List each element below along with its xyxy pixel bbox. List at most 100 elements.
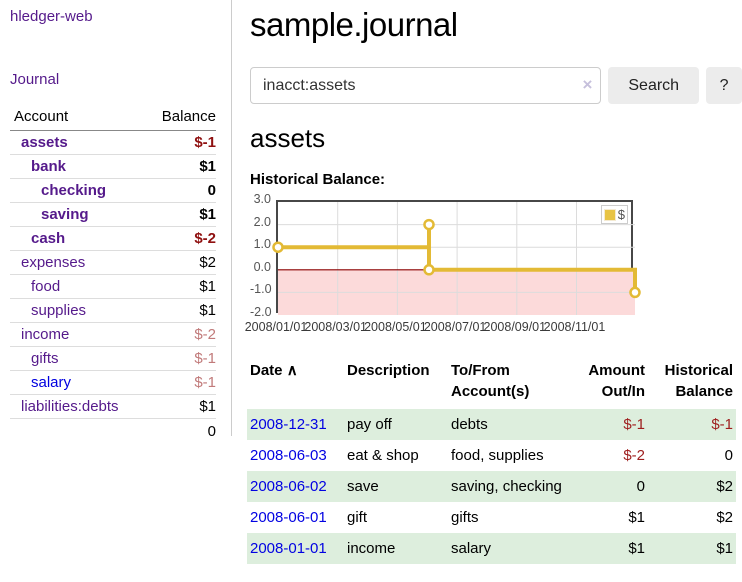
y-tick-label: -1.0 xyxy=(250,282,272,296)
account-link-salary[interactable]: salary xyxy=(31,374,72,391)
account-link-expenses[interactable]: expenses xyxy=(21,254,86,271)
account-link-food[interactable]: food xyxy=(31,278,61,295)
account-row-checking: checking 0 xyxy=(10,178,216,203)
account-balance: $-2 xyxy=(144,322,216,347)
register-header-description: Description xyxy=(347,362,430,379)
account-row-income: income $-2 xyxy=(10,322,216,347)
account-balance: $-1 xyxy=(144,346,216,371)
register-row: 2008-06-02 save saving, checking 0 $2 xyxy=(247,471,736,502)
transaction-amount: 0 xyxy=(636,478,645,495)
transaction-amount: $1 xyxy=(628,540,645,557)
register-row: 2008-06-03 eat & shop food, supplies $-2… xyxy=(247,440,736,471)
y-tick-label: -2.0 xyxy=(250,305,272,319)
transaction-accounts: gifts xyxy=(451,509,479,526)
register-header-date[interactable]: Date ∧ xyxy=(247,358,344,409)
accounts-total-value: 0 xyxy=(144,418,216,443)
account-row-assets: assets $-1 xyxy=(10,130,216,155)
account-link-supplies[interactable]: supplies xyxy=(31,302,87,319)
page-title: sample.journal xyxy=(250,6,458,43)
account-link-liabilities-debts[interactable]: liabilities:debts xyxy=(21,398,119,415)
data-point-markers xyxy=(272,218,641,299)
account-row-liabilities-debts: liabilities:debts $1 xyxy=(10,394,216,419)
transaction-date-link[interactable]: 2008-12-31 xyxy=(250,416,327,433)
sidebar-item-journal[interactable]: Journal xyxy=(10,71,60,88)
account-link-saving[interactable]: saving xyxy=(41,206,89,223)
x-tick-label: 2008/05/01 xyxy=(364,320,427,334)
account-link-bank[interactable]: bank xyxy=(31,158,67,175)
transaction-date-link[interactable]: 2008-01-01 xyxy=(250,540,327,557)
account-heading: assets xyxy=(250,123,326,153)
account-balance: $1 xyxy=(144,394,216,419)
accounts-header-balance: Balance xyxy=(144,105,216,131)
account-link-cash[interactable]: cash xyxy=(31,230,66,247)
account-row-cash: cash $-2 xyxy=(10,226,216,251)
chart-title: Historical Balance: xyxy=(250,171,386,188)
account-link-income[interactable]: income xyxy=(21,326,70,343)
transaction-accounts: salary xyxy=(451,540,492,557)
transaction-balance: $2 xyxy=(716,509,733,526)
transaction-date-link[interactable]: 2008-06-02 xyxy=(250,478,327,495)
account-link-assets[interactable]: assets xyxy=(21,134,68,151)
accounts-header-account: Account xyxy=(10,105,145,131)
account-link-checking[interactable]: checking xyxy=(41,182,107,199)
legend-swatch xyxy=(603,208,616,221)
transaction-description: pay off xyxy=(347,416,392,433)
transaction-accounts: debts xyxy=(451,416,488,433)
register-row: 2008-06-01 gift gifts $1 $2 xyxy=(247,502,736,533)
search-input[interactable] xyxy=(250,67,602,104)
account-row-food: food $1 xyxy=(10,274,216,299)
register-header-accounts: To/From Account(s) xyxy=(451,362,530,400)
sort-ascending-icon[interactable]: ∧ xyxy=(286,362,298,379)
account-balance: 0 xyxy=(144,178,216,203)
account-row-expenses: expenses $2 xyxy=(10,250,216,275)
transaction-balance: $-1 xyxy=(711,416,733,433)
accounts-balance-table: Account Balance assets $-1 bank $1 check… xyxy=(10,105,216,443)
transaction-date-link[interactable]: 2008-06-03 xyxy=(250,447,327,464)
account-balance: $1 xyxy=(144,154,216,179)
search-help-button[interactable]: ? xyxy=(706,67,742,104)
search-button[interactable]: Search xyxy=(608,67,700,104)
historical-balance-chart: 3.0 2.0 1.0 0.0 -1.0 -2.0 xyxy=(245,193,742,337)
account-row-gifts: gifts $-1 xyxy=(10,346,216,371)
clear-search-icon[interactable]: × xyxy=(582,75,593,94)
account-balance: $-1 xyxy=(144,130,216,155)
transaction-amount: $1 xyxy=(628,509,645,526)
x-tick-label: 2008/03/01 xyxy=(304,320,367,334)
x-tick-label: 2008/01/01 xyxy=(244,320,308,334)
y-tick-label: 3.0 xyxy=(253,192,271,206)
transaction-balance: $2 xyxy=(716,478,733,495)
account-link-gifts[interactable]: gifts xyxy=(31,350,59,367)
sidebar: hledger-web Journal Account Balance asse… xyxy=(0,0,232,443)
account-balance: $-1 xyxy=(144,370,216,395)
transaction-description: income xyxy=(347,540,396,557)
account-balance: $-2 xyxy=(144,226,216,251)
search-form: × Search ? xyxy=(250,67,742,104)
y-tick-label: 2.0 xyxy=(253,215,271,229)
register-table: Date ∧ Description To/From Account(s) Am… xyxy=(247,358,736,564)
accounts-total-row: 0 xyxy=(10,418,216,443)
account-row-salary: salary $-1 xyxy=(10,370,216,395)
transaction-description: gift xyxy=(347,509,368,526)
register-header-balance: Historical Balance xyxy=(664,362,733,400)
account-balance: $1 xyxy=(144,202,216,227)
register-row: 2008-12-31 pay off debts $-1 $-1 xyxy=(247,409,736,440)
y-tick-label: 1.0 xyxy=(253,237,271,251)
x-tick-label: 2008/09/01 xyxy=(483,320,547,334)
transaction-description: save xyxy=(347,478,379,495)
account-balance: $1 xyxy=(144,298,216,323)
chart-canvas xyxy=(272,202,641,315)
transaction-date-link[interactable]: 2008-06-01 xyxy=(250,509,327,526)
register-header-row: Date ∧ Description To/From Account(s) Am… xyxy=(247,358,736,409)
app-title-link[interactable]: hledger-web xyxy=(10,8,93,25)
x-tick-label: 2008/07/01 xyxy=(423,320,487,334)
account-row-saving: saving $1 xyxy=(10,202,216,227)
balance-series-line xyxy=(278,224,637,293)
transaction-amount: $-2 xyxy=(623,447,645,464)
register-header-amount: Amount Out/In xyxy=(588,362,645,400)
account-balance: $2 xyxy=(144,250,216,275)
date-header-label: Date xyxy=(250,362,283,379)
y-tick-label: 0.0 xyxy=(253,260,271,274)
transaction-balance: 0 xyxy=(724,447,733,464)
chart-plot-area: $ xyxy=(272,200,641,315)
account-row-supplies: supplies $1 xyxy=(10,298,216,323)
